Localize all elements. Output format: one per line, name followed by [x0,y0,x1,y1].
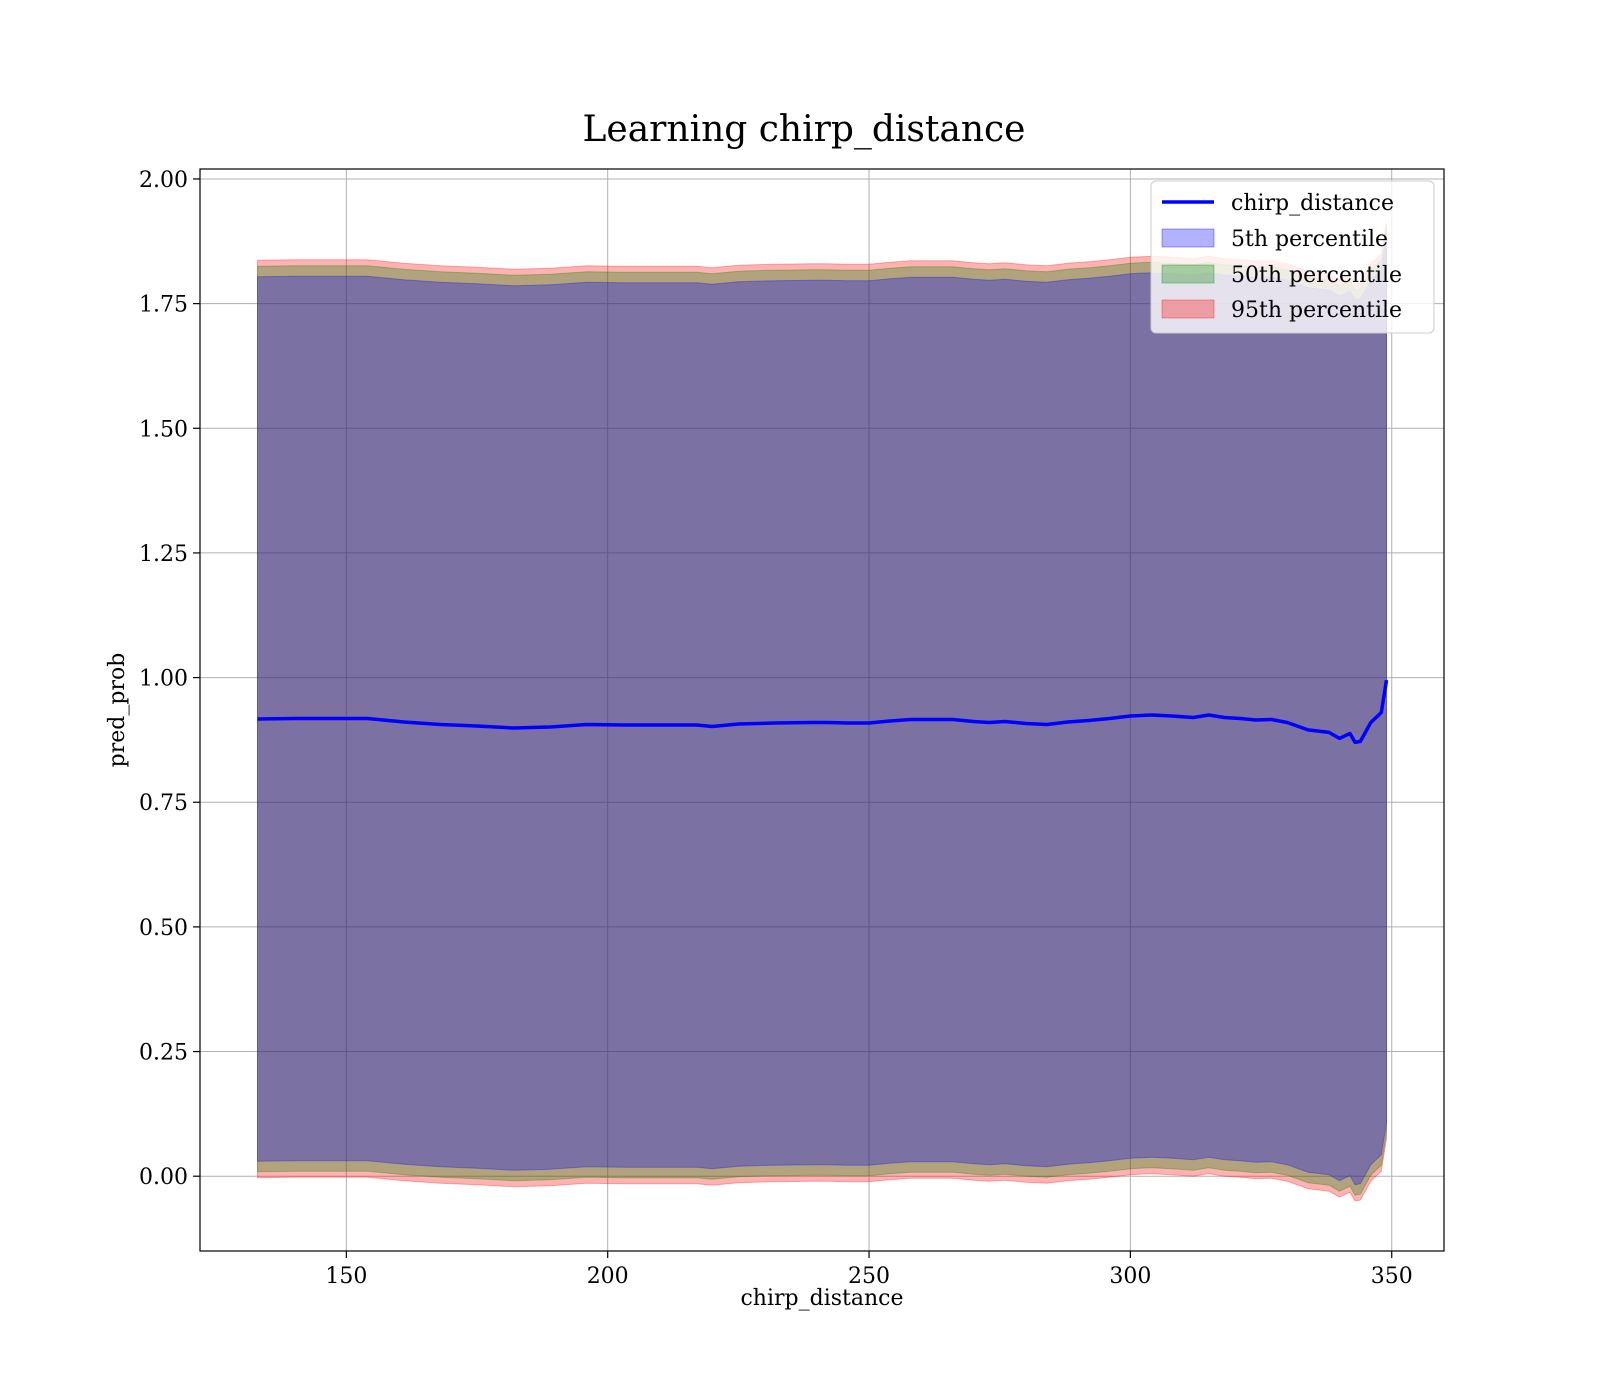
plot-frame [199,168,1445,1252]
chart-title: Learning chirp_distance [583,109,1026,150]
legend-box [1150,180,1435,334]
band-50th-percentile [257,227,1387,1196]
x-tick-label: 350 [1371,1264,1413,1289]
legend-band-swatch [1161,228,1215,248]
legend-band-swatch [1161,264,1215,284]
legend-band-swatch [1161,299,1215,319]
legend-label: 50th percentile [1231,263,1402,288]
legend-label: 95th percentile [1231,298,1402,323]
series-lines [257,679,1389,745]
legend: chirp_distance 5th percentile 50th percent… [1150,180,1435,334]
y-tick-label: 2.00 [139,168,188,193]
y-tick-label: 0.50 [139,916,188,941]
y-tick-label: 1.75 [139,293,188,318]
legend-label: chirp_distance [1231,191,1394,216]
y-tick-label: 1.50 [139,417,188,442]
axis-ticks: 150 200 250 300 350 0.00 0.25 0.50 0.75 1.00 1.25 1… [139,168,1413,1289]
legend-label: 5th percentile [1231,227,1388,252]
x-tick-label: 200 [587,1264,629,1289]
x-tick-label: 150 [325,1264,367,1289]
x-tick-label: 300 [1109,1264,1151,1289]
y-tick-label: 1.25 [139,542,188,567]
series-line-chirp_distance [257,679,1389,745]
band-5th-percentile [257,237,1387,1186]
percentile-bands [257,221,1387,1202]
y-tick-label: 0.00 [139,1165,188,1190]
y-tick-label: 1.00 [139,667,188,692]
x-tick-label: 250 [848,1264,890,1289]
x-axis-title: chirp_distance [740,1286,903,1311]
y-axis-title: pred_prob [105,653,130,768]
y-tick-label: 0.25 [139,1041,188,1066]
band-95th-percentile [257,221,1387,1202]
y-tick-label: 0.75 [139,791,188,816]
